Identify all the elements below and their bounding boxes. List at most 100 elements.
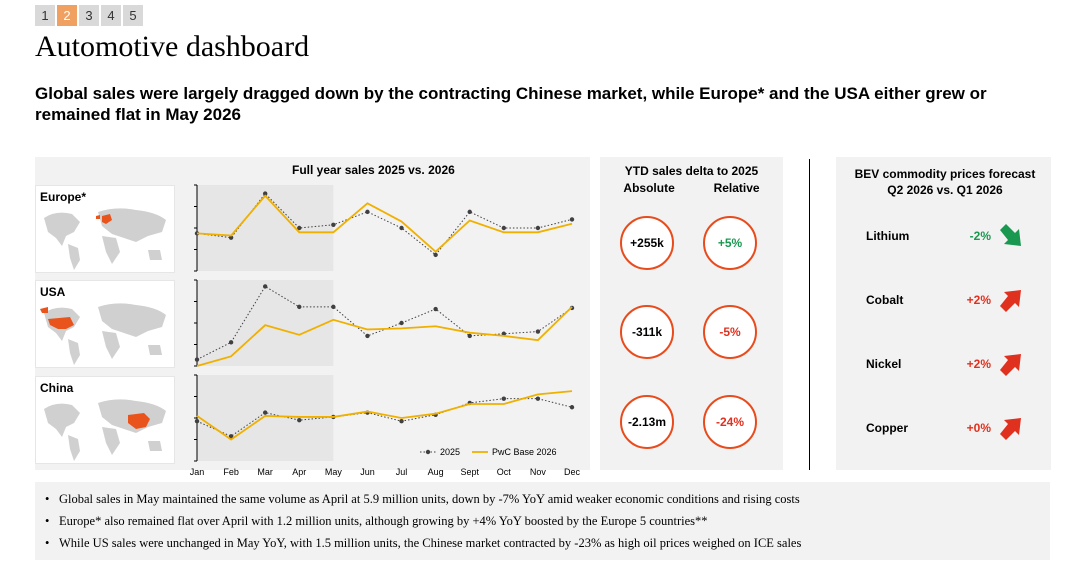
bev-item-value: +2% [966, 293, 991, 307]
series-2025-point [262, 284, 268, 289]
ytd-col-absolute: Absolute [623, 181, 675, 195]
bev-item-name: Cobalt [866, 293, 904, 307]
ytd-absolute-china-value: -2.13m [627, 415, 667, 429]
bev-item-value: +0% [966, 421, 991, 435]
region-label-usa: USA [40, 285, 66, 299]
series-2026-line [196, 194, 573, 253]
map-usa: USA [35, 280, 175, 368]
series-2025-point [569, 405, 575, 410]
series-2025-point [228, 434, 234, 439]
bev-item-name: Nickel [866, 357, 902, 371]
series-2025-point [297, 417, 302, 423]
chart-title: Full year sales 2025 vs. 2026 [292, 163, 455, 177]
page-5-button[interactable]: 5 [123, 5, 143, 26]
bev-item-name: Lithium [866, 229, 910, 243]
ytd-absolute-china: -2.13m [620, 395, 674, 449]
ytd-absolute-europe: +255k [620, 216, 674, 270]
note-text: Europe* also remained flat over April wi… [59, 514, 708, 528]
page-3-button[interactable]: 3 [79, 5, 99, 26]
region-label-europe: Europe* [40, 190, 87, 204]
ytd-relative-china-value: -24% [715, 415, 744, 429]
x-tick-label: Feb [223, 467, 239, 477]
ytd-absolute-europe-value: +255k [630, 236, 664, 250]
note-text: Global sales in May maintained the same … [59, 492, 800, 506]
x-tick-label: Aug [428, 467, 444, 477]
legend-2026-label: PwC Base 2026 [492, 447, 557, 457]
note-text: While US sales were unchanged in May YoY… [59, 536, 802, 550]
series-2025-point [194, 357, 200, 362]
series-2025-point [433, 306, 438, 312]
headline: Global sales were largely dragged down b… [35, 84, 987, 124]
arrow-up-right-icon [1000, 418, 1021, 440]
series-2025-point [501, 396, 507, 401]
series-2025-point [194, 419, 200, 424]
ytd-relative-europe: +5% [703, 216, 757, 270]
arrow-up-right-icon [1000, 354, 1021, 376]
bev-item-value: -2% [969, 229, 991, 243]
map-europe: Europe* [35, 185, 175, 273]
bev-item-lithium: Lithium -2% [866, 224, 1036, 248]
map-china: China [35, 376, 175, 464]
series-2025-point [399, 225, 404, 231]
x-tick-label: Jul [396, 467, 408, 477]
series-2025-point [297, 225, 302, 231]
section-divider [809, 159, 810, 470]
series-2025-line [196, 398, 573, 437]
ytd-title-text: YTD sales delta to 2025 [624, 164, 759, 178]
bev-title: BEV commodity prices forecast Q2 2026 vs… [836, 166, 1054, 198]
x-tick-label: Sept [460, 467, 479, 477]
world-map-china-icon [44, 399, 166, 461]
x-tick-label: Dec [564, 467, 580, 477]
series-2025-point [535, 329, 541, 334]
page-1-button[interactable]: 1 [35, 5, 55, 26]
series-2025-point [331, 222, 336, 227]
arrow-up-right-icon [1000, 290, 1021, 312]
series-2025-point [501, 225, 507, 231]
series-2025-point [262, 410, 268, 415]
region-label-china: China [40, 381, 74, 395]
series-2025-point [501, 331, 507, 336]
ytd-shade [197, 280, 334, 366]
series-2025-point [569, 217, 575, 222]
series-2025-point [433, 252, 438, 258]
bev-item-cobalt: Cobalt +2% [866, 288, 1036, 312]
page-2-button[interactable]: 2 [57, 5, 77, 26]
ytd-col-relative: Relative [713, 181, 760, 195]
notes-box: • Global sales in May maintained the same… [35, 482, 1050, 560]
series-2025-point [228, 340, 234, 345]
ytd-absolute-usa-value: -311k [631, 325, 663, 339]
ytd-shade [197, 185, 334, 271]
bev-title-line2: Q2 2026 vs. Q1 2026 [887, 183, 1003, 197]
series-2025-point [399, 419, 404, 424]
series-2025-point [365, 333, 370, 339]
sales-line-charts: Jan Feb Mar Apr May Jun Jul Aug Sept Oct Nov Dec 202… [190, 184, 580, 477]
series-2025-point [535, 396, 541, 401]
series-2026-line [196, 306, 573, 367]
series-2025-point [262, 191, 268, 196]
note-item: • Europe* also remained flat over April w… [45, 514, 708, 528]
x-tick-label: Nov [530, 467, 547, 477]
page-4-button[interactable]: 4 [101, 5, 121, 26]
bev-item-copper: Copper +0% [866, 416, 1036, 440]
x-tick-label: Oct [497, 467, 512, 477]
ytd-shade [197, 375, 334, 461]
series-2025-line [196, 192, 573, 256]
page-title: Automotive dashboard [35, 30, 310, 63]
bev-item-nickel: Nickel +2% [866, 352, 1036, 376]
legend-2025-label: 2025 [440, 447, 460, 457]
bev-item-name: Copper [866, 421, 908, 435]
world-map-europe-icon [44, 208, 166, 270]
x-tick-label: Mar [257, 467, 273, 477]
legend-2025-marker [425, 449, 431, 455]
ytd-relative-china: -24% [703, 395, 757, 449]
note-item: • Global sales in May maintained the same… [45, 492, 800, 506]
series-2025-point [365, 209, 370, 215]
series-2025-point [297, 304, 302, 310]
series-2025-point [331, 304, 336, 310]
bev-title-line1: BEV commodity prices forecast [854, 167, 1036, 181]
world-map-usa-icon [40, 303, 166, 365]
page-pager: 1 2 3 4 5 [35, 5, 143, 26]
series-2025-line [196, 285, 573, 360]
ytd-relative-europe-value: +5% [717, 236, 743, 250]
x-tick-label: Apr [292, 467, 306, 477]
